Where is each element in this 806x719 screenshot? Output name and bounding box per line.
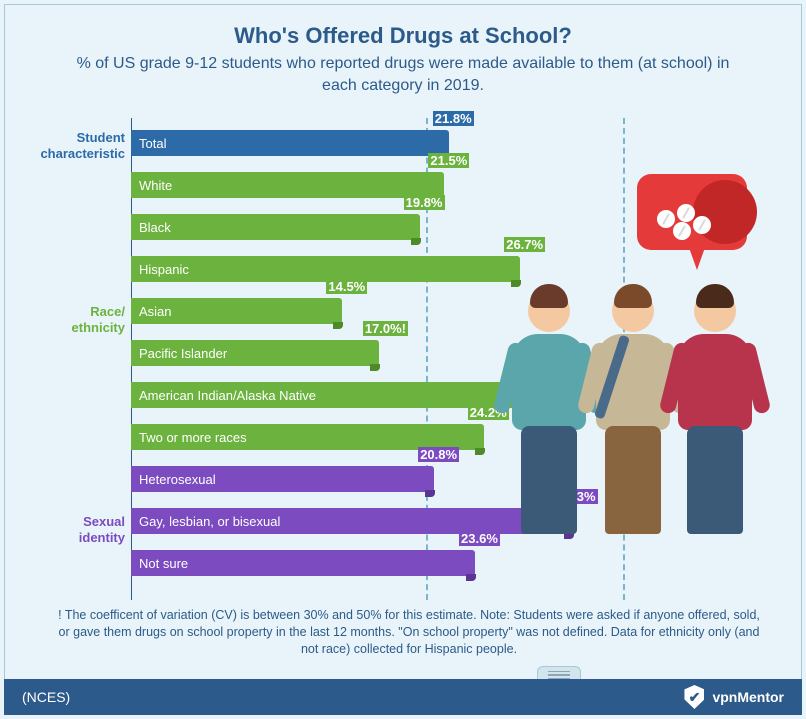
bar: Total	[131, 130, 449, 156]
person-figure	[505, 290, 593, 534]
page-tab-icon	[537, 666, 581, 680]
footer-source: (NCES)	[22, 689, 70, 705]
bar: White	[131, 172, 444, 198]
footer-brand: ✔ vpnMentor	[684, 685, 784, 709]
bar-value: 21.5%	[428, 153, 469, 168]
person-hair	[614, 284, 652, 308]
bar-shadow	[411, 238, 421, 245]
bar-shadow	[370, 364, 380, 371]
person-hair	[530, 284, 568, 308]
bar: Heterosexual	[131, 466, 434, 492]
bar-shadow	[475, 448, 485, 455]
footer-bar: (NCES) ✔ vpnMentor	[4, 679, 802, 715]
person-head	[528, 290, 570, 332]
shield-icon: ✔	[684, 685, 704, 709]
bar-value: 20.8%	[418, 447, 459, 462]
bar: Asian	[131, 298, 342, 324]
brand-name: vpnMentor	[712, 689, 784, 705]
bar-shadow	[466, 574, 476, 581]
bar-value: 17.0%!	[363, 321, 408, 336]
pill-icon	[657, 210, 675, 228]
group-label: Race/ethnicity	[72, 304, 125, 335]
bar-value: 23.6%	[459, 531, 500, 546]
speech-bubble	[637, 174, 747, 250]
title: Who's Offered Drugs at School?	[65, 23, 741, 49]
speech-bubble-tail	[687, 242, 707, 270]
bar-value: 19.8%	[404, 195, 445, 210]
infographic-frame: Who's Offered Drugs at School? % of US g…	[4, 4, 802, 715]
person-legs	[605, 426, 661, 534]
bar: Black	[131, 214, 420, 240]
person-head	[612, 290, 654, 332]
person-figure	[671, 290, 759, 534]
person-legs	[521, 426, 577, 534]
group-label: Studentcharacteristic	[40, 130, 125, 161]
bar-shadow	[425, 490, 435, 497]
group-label: Sexualidentity	[79, 514, 125, 545]
bar-value: 21.8%	[433, 111, 474, 126]
pill-icon	[673, 222, 691, 240]
bar: Pacific Islander	[131, 340, 379, 366]
bar-shadow	[333, 322, 343, 329]
chart-area: Studentcharacteristic Race/ethnicity Sexua…	[25, 124, 781, 594]
header: Who's Offered Drugs at School? % of US g…	[5, 5, 801, 106]
illustration	[511, 174, 771, 534]
person-head	[694, 290, 736, 332]
subtitle: % of US grade 9-12 students who reported…	[65, 53, 741, 96]
person-hair	[696, 284, 734, 308]
person-legs	[687, 426, 743, 534]
bubble-inner-circle	[693, 180, 757, 244]
pill-icon	[677, 204, 695, 222]
footnote: ! The coefficent of variation (CV) is be…	[53, 607, 765, 658]
group-labels: Studentcharacteristic Race/ethnicity Sexua…	[25, 124, 125, 594]
bar-value: 14.5%	[326, 279, 367, 294]
bar: Not sure	[131, 550, 475, 576]
bar-row: Not sure23.6%	[131, 544, 781, 579]
